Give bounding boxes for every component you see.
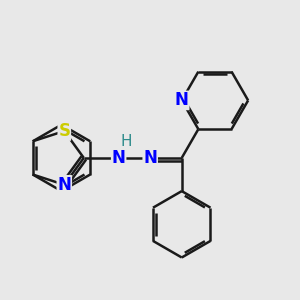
Text: N: N <box>112 149 126 167</box>
Text: S: S <box>58 122 70 140</box>
Text: N: N <box>143 149 157 167</box>
Text: N: N <box>57 176 71 194</box>
Text: H: H <box>120 134 132 149</box>
Text: N: N <box>175 92 189 110</box>
